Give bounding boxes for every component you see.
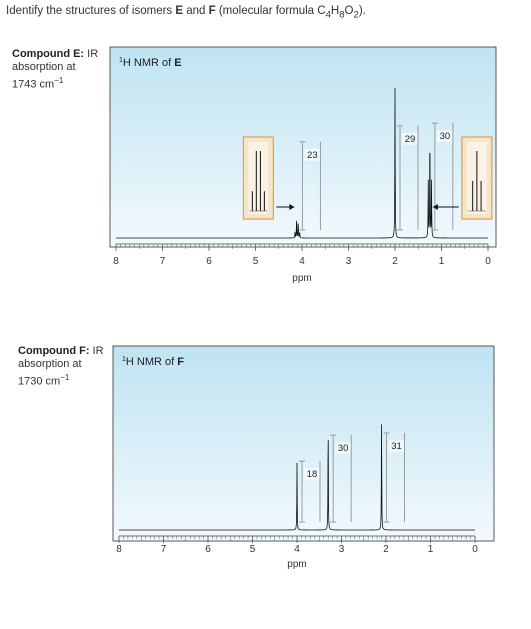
x-tick-label: 8: [116, 544, 122, 555]
x-tick-label: 8: [113, 256, 119, 267]
expansion-inset-inner: [248, 142, 269, 214]
compound-e-absorption: absorption at: [12, 61, 76, 73]
plot-background: [109, 46, 497, 248]
integral-label: 29: [405, 134, 416, 145]
compound-e-ir-exp: −1: [54, 76, 64, 85]
spectrum-trace: [116, 87, 488, 239]
x-tick-label: 4: [294, 544, 300, 555]
x-tick-label: 2: [383, 544, 389, 555]
compound-f-ir-exp: −1: [60, 373, 70, 382]
question-prefix: Identify the structures of isomers: [6, 5, 176, 17]
plot-background: [112, 345, 495, 542]
integral-label-bg: [388, 439, 405, 452]
compound-f-ir: IR: [89, 345, 104, 357]
x-axis-label: ppm: [287, 559, 306, 570]
chart-title-compound: E: [174, 57, 181, 69]
integral-label: 23: [307, 150, 318, 161]
question-text: Identify the structures of isomers E and…: [6, 5, 366, 20]
inset-arrow-head: [432, 204, 438, 210]
integral-label-bg: [402, 132, 418, 145]
x-tick-label: 0: [472, 544, 478, 555]
compound-e-info: Compound E: IR absorption at 1743 cm−1: [12, 48, 98, 92]
compound-e-ir-value: 1743 cm: [12, 78, 55, 91]
compound-f-name: Compound F:: [18, 345, 90, 357]
chart-title: 1H NMR of E: [119, 57, 182, 69]
compound-e-name: Compound E:: [12, 48, 85, 60]
question-and: and: [183, 5, 209, 17]
integral-label: 18: [307, 469, 318, 480]
chart-title-compound: F: [177, 356, 184, 368]
compound-e-ir: IR: [84, 48, 99, 60]
chart-title-superscript: 1: [119, 57, 123, 64]
x-tick-label: 6: [205, 544, 211, 555]
x-tick-label: 1: [439, 256, 445, 267]
formula-h: H: [330, 5, 340, 17]
x-tick-label: 4: [299, 256, 305, 267]
formula-suffix: ).: [358, 5, 366, 17]
chart-title-main: H NMR of: [126, 356, 177, 368]
x-tick-label: 3: [346, 256, 352, 267]
x-axis-label: ppm: [292, 273, 311, 284]
formula-o: O: [344, 5, 354, 17]
formula-prefix: (molecular formula C: [215, 5, 326, 17]
compound-f-info: Compound F: IR absorption at 1730 cm−1: [18, 345, 104, 389]
integral-label-bg: [436, 130, 453, 143]
x-tick-label: 6: [206, 256, 212, 267]
isomer-e-label: E: [175, 5, 184, 17]
chart-title-superscript: 1: [122, 356, 126, 363]
x-tick-label: 3: [339, 544, 345, 555]
x-tick-label: 5: [250, 544, 256, 555]
isomer-f-label: F: [208, 5, 216, 17]
integral-label: 31: [391, 441, 402, 452]
chart-title-main: H NMR of: [123, 57, 174, 69]
compound-f-absorption: absorption at: [18, 358, 82, 370]
x-tick-label: 2: [392, 256, 398, 267]
x-tick-label: 7: [160, 256, 166, 267]
integral-label: 30: [338, 443, 349, 454]
formula-sub-c: 4: [325, 9, 331, 21]
spectrum-trace: [119, 424, 475, 531]
compound-f-ir-value: 1730 cm: [18, 375, 61, 388]
integral-label-bg: [304, 148, 321, 161]
integral-label-bg: [304, 468, 320, 481]
chart-title: 1H NMR of F: [122, 356, 184, 368]
integral-label-bg: [335, 442, 352, 455]
formula-sub-h: 8: [339, 9, 345, 21]
formula-sub-o: 2: [353, 9, 359, 21]
x-tick-label: 0: [485, 256, 491, 267]
inset-arrow-head: [289, 204, 295, 210]
x-tick-label: 5: [253, 256, 259, 267]
x-tick-label: 7: [161, 544, 167, 555]
integral-label: 30: [440, 131, 451, 142]
x-tick-label: 1: [428, 544, 434, 555]
